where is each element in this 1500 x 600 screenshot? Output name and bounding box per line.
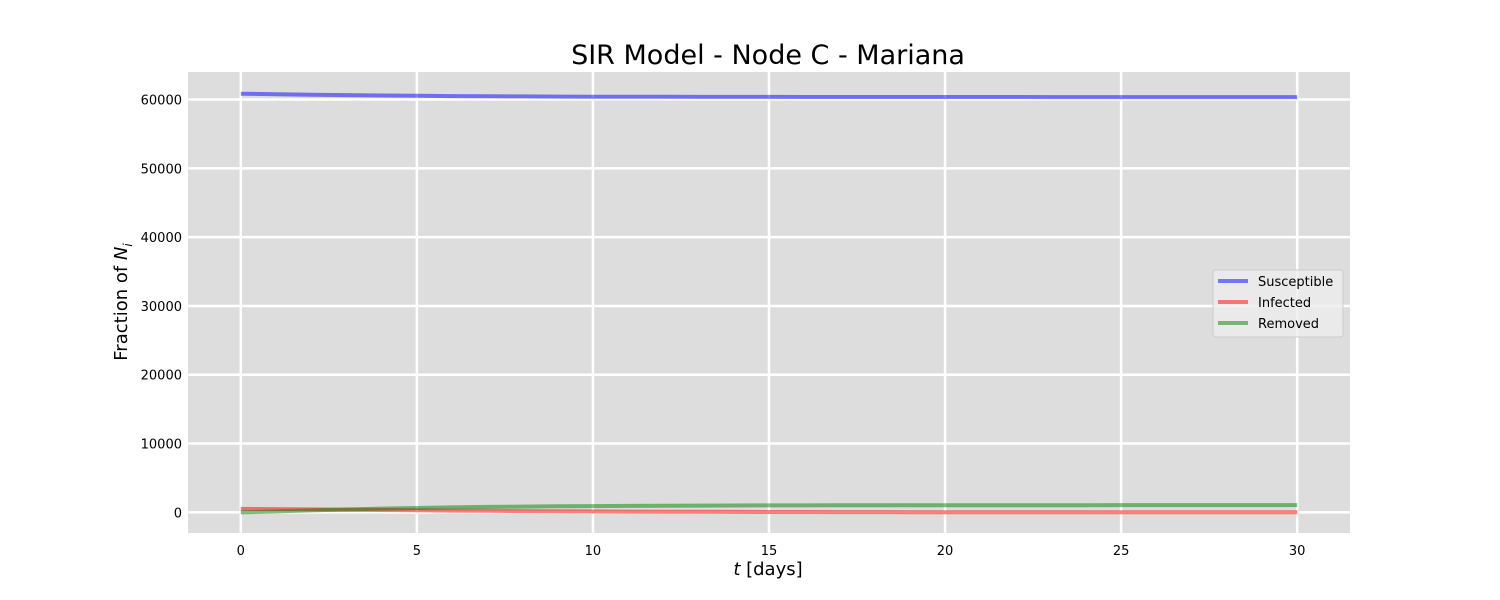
x-tick-label: 20 bbox=[937, 544, 954, 559]
y-tick-labels: 0 10000 20000 30000 40000 50000 60000 bbox=[141, 94, 182, 522]
y-axis-label-subscript: i bbox=[121, 243, 135, 247]
legend-label-infected: Infected bbox=[1258, 296, 1311, 311]
y-tick-label: 0 bbox=[174, 506, 182, 521]
x-tick-label: 15 bbox=[761, 544, 778, 559]
y-tick-label: 30000 bbox=[141, 300, 182, 315]
x-tick-label: 0 bbox=[237, 544, 245, 559]
series-lines bbox=[240, 91, 1298, 515]
x-axis-label: t [days] bbox=[733, 559, 802, 580]
legend-label-removed: Removed bbox=[1258, 317, 1319, 332]
x-axis-label-unit: [days] bbox=[740, 559, 802, 580]
series-line-infected bbox=[240, 506, 1298, 515]
legend: Susceptible Infected Removed bbox=[1212, 269, 1344, 338]
x-tick-label: 25 bbox=[1113, 544, 1130, 559]
series-line-susceptible bbox=[240, 91, 1298, 100]
y-tick-label: 50000 bbox=[141, 162, 182, 177]
y-axis-label-text: Fraction of bbox=[111, 260, 132, 361]
y-axis-label: Fraction of Ni bbox=[111, 243, 135, 361]
x-axis-label-variable: t bbox=[733, 559, 741, 580]
x-tick-label: 10 bbox=[585, 544, 602, 559]
x-tick-labels: 0 5 10 15 20 25 30 bbox=[237, 544, 1306, 559]
y-tick-label: 60000 bbox=[141, 94, 182, 109]
y-axis-label-variable: N bbox=[111, 247, 132, 260]
x-tick-label: 5 bbox=[413, 544, 421, 559]
y-tick-label: 40000 bbox=[141, 231, 182, 246]
series-line-removed bbox=[240, 503, 1298, 515]
x-tick-label: 30 bbox=[1289, 544, 1306, 559]
y-tick-label: 20000 bbox=[141, 369, 182, 384]
legend-label-susceptible: Susceptible bbox=[1258, 275, 1333, 290]
grid-lines bbox=[188, 72, 1350, 533]
legend-box bbox=[1212, 269, 1344, 338]
chart-title: SIR Model - Node C - Mariana bbox=[571, 40, 965, 71]
y-tick-label: 10000 bbox=[141, 438, 182, 453]
